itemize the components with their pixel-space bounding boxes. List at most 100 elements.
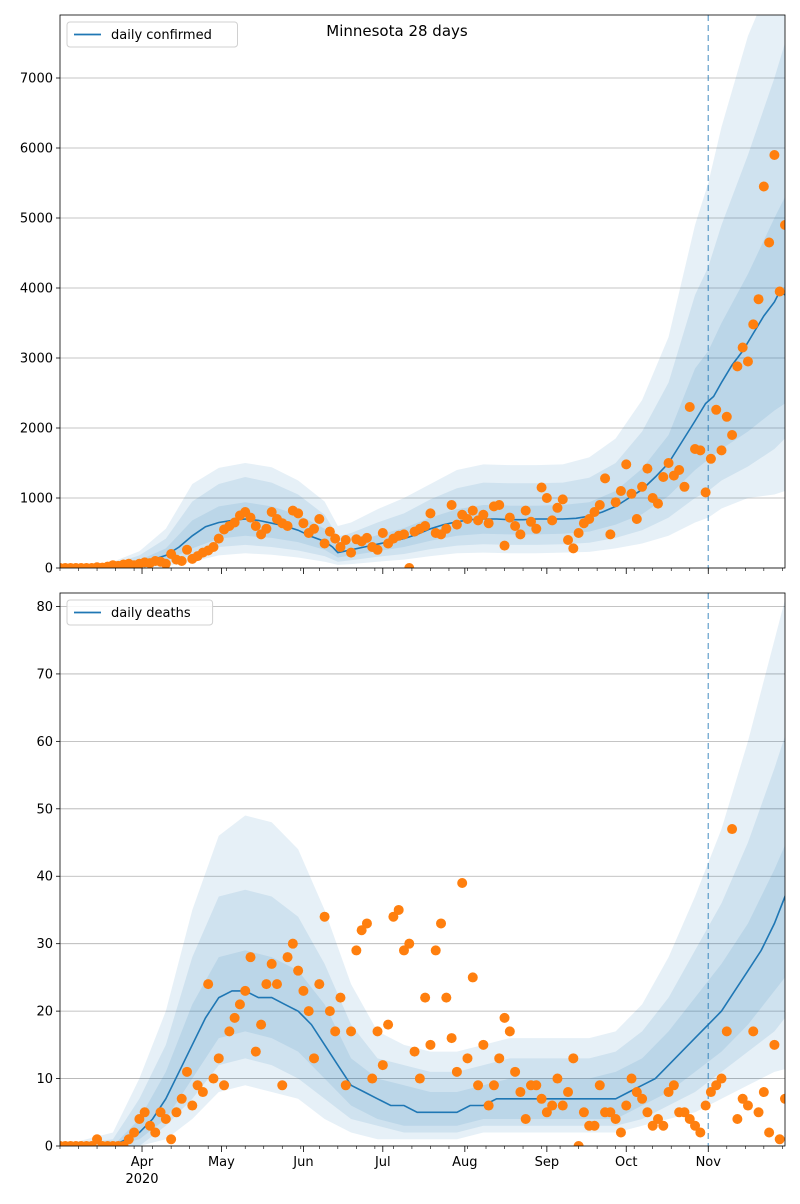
panel-0-data-point bbox=[615, 486, 626, 496]
panel-1-data-point bbox=[732, 1114, 743, 1125]
panel-1-data-point bbox=[203, 979, 214, 990]
panel-0-data-point bbox=[314, 514, 325, 524]
panel-0-data-point bbox=[446, 500, 457, 510]
panel-0-data-point bbox=[541, 493, 552, 503]
panel-0-data-point bbox=[266, 507, 277, 517]
panel-0-data-point bbox=[176, 556, 187, 566]
panel-1-data-point bbox=[134, 1114, 145, 1125]
panel-1-data-point bbox=[541, 1107, 552, 1118]
panel-0-data-point bbox=[769, 150, 780, 160]
panel-1-ytick-label: 20 bbox=[36, 1005, 53, 1020]
panel-0-data-point bbox=[346, 547, 357, 558]
panel-0-data-point bbox=[520, 505, 531, 516]
xtick-year-label: 2020 bbox=[125, 1172, 158, 1187]
panel-1-data-point bbox=[420, 992, 431, 1003]
panel-1-data-point bbox=[388, 911, 399, 922]
panel-1-ytick-label: 80 bbox=[36, 600, 53, 615]
xtick-label: Apr bbox=[131, 1155, 154, 1170]
panel-1-data-point bbox=[160, 1114, 171, 1125]
panel-1-data-point bbox=[552, 1073, 563, 1084]
panel-0-ytick-label: 2000 bbox=[20, 422, 53, 437]
panel-1-data-point bbox=[578, 1107, 589, 1118]
panel-0-data-point bbox=[727, 430, 738, 440]
panel-0-data-point bbox=[478, 509, 489, 520]
panel-0-data-point bbox=[663, 458, 674, 468]
panel-1-data-point bbox=[780, 1093, 785, 1104]
panel-1-data-point bbox=[605, 1107, 616, 1118]
panel-1-data-point bbox=[219, 1080, 230, 1091]
panel-0-data-point bbox=[208, 542, 219, 552]
panel-1-ytick-label: 60 bbox=[36, 735, 53, 750]
panel-1-data-point bbox=[515, 1087, 526, 1098]
panel-1-data-point bbox=[573, 1141, 584, 1146]
panel-0-data-point bbox=[467, 505, 478, 516]
panel-1-band-1 bbox=[60, 735, 785, 1146]
panel-1-data-point bbox=[213, 1053, 224, 1064]
panel-0-data-point bbox=[626, 488, 637, 499]
panel-1-data-point bbox=[144, 1120, 155, 1131]
panel-0-data-point bbox=[324, 526, 335, 537]
panel-0-data-point bbox=[705, 453, 716, 464]
panel-1-data-point bbox=[531, 1080, 542, 1091]
panel-1-data-point bbox=[451, 1066, 462, 1077]
panel-0-data-point bbox=[213, 533, 224, 544]
panel-1-data-point bbox=[176, 1093, 187, 1104]
panel-1-data-point bbox=[637, 1093, 648, 1104]
panel-1-data-point bbox=[695, 1127, 706, 1138]
panel-0-data-point bbox=[298, 518, 309, 529]
panel-0-ytick-label: 4000 bbox=[20, 282, 53, 297]
panel-0-ytick-label: 6000 bbox=[20, 142, 53, 157]
panel-0-data-point bbox=[748, 319, 759, 330]
panel-1-ytick-label: 40 bbox=[36, 870, 53, 885]
panel-0-data-point bbox=[774, 286, 785, 297]
panel-0-data-point bbox=[536, 482, 547, 493]
panel-0-data-point bbox=[631, 514, 642, 524]
panel-0-data-point bbox=[753, 294, 764, 305]
panel-0-data-point bbox=[335, 542, 346, 552]
panel-1-data-point bbox=[652, 1114, 663, 1125]
panel-0-data-point bbox=[282, 521, 293, 531]
panel-1-data-point bbox=[92, 1134, 103, 1145]
panel-1-data-point bbox=[187, 1100, 198, 1111]
panel-1-trend-line bbox=[60, 894, 785, 1146]
panel-1-data-point bbox=[346, 1026, 357, 1037]
panel-1-data-point bbox=[647, 1120, 658, 1131]
panel-1-data-point bbox=[208, 1073, 219, 1084]
panel-1-data-point bbox=[563, 1087, 574, 1098]
panel-0-ytick-label: 3000 bbox=[20, 352, 53, 367]
panel-1-legend-box bbox=[66, 599, 214, 626]
panel-0-data-point bbox=[563, 535, 574, 545]
xtick-label: Nov bbox=[696, 1155, 722, 1170]
panel-1-data-point bbox=[234, 999, 245, 1010]
panel-1-ytick-label: 30 bbox=[36, 937, 53, 952]
panel-0-data-point bbox=[780, 220, 785, 230]
panel-1-data-point bbox=[430, 945, 441, 956]
panel-1-data-point bbox=[658, 1120, 669, 1131]
panel-1-data-point bbox=[785, 1053, 795, 1063]
panel-1-data-point bbox=[473, 1080, 484, 1091]
panel-1-data-point bbox=[684, 1114, 695, 1125]
panel-1-data-point bbox=[398, 945, 409, 956]
panel-1-data-point bbox=[510, 1066, 521, 1077]
panel-0-data-point bbox=[547, 515, 558, 526]
panel-0-data-point bbox=[674, 465, 685, 475]
panel-0-data-point bbox=[510, 521, 521, 531]
panel-0-data-point bbox=[420, 521, 431, 531]
panel-1-data-point bbox=[488, 1080, 499, 1091]
panel-0-data-point bbox=[600, 473, 611, 484]
panel-1-data-point bbox=[324, 1006, 335, 1017]
panel-0-data-point bbox=[250, 521, 261, 531]
panel-1-data-point bbox=[425, 1039, 436, 1050]
panel-1-data-point bbox=[441, 992, 452, 1003]
panel-1-data-point bbox=[721, 1026, 732, 1037]
panel-1-data-point bbox=[356, 925, 367, 936]
panel-1-data-point bbox=[123, 1134, 134, 1145]
panel-1-data-point bbox=[631, 1087, 642, 1098]
panel-0-data-point bbox=[637, 481, 648, 492]
panel-1-data-point bbox=[663, 1087, 674, 1098]
panel-0-data-point bbox=[791, 35, 800, 45]
panel-0-data-point bbox=[377, 528, 388, 538]
panel-1-data-point bbox=[319, 911, 330, 922]
panel-1-ytick-label: 50 bbox=[36, 802, 53, 817]
